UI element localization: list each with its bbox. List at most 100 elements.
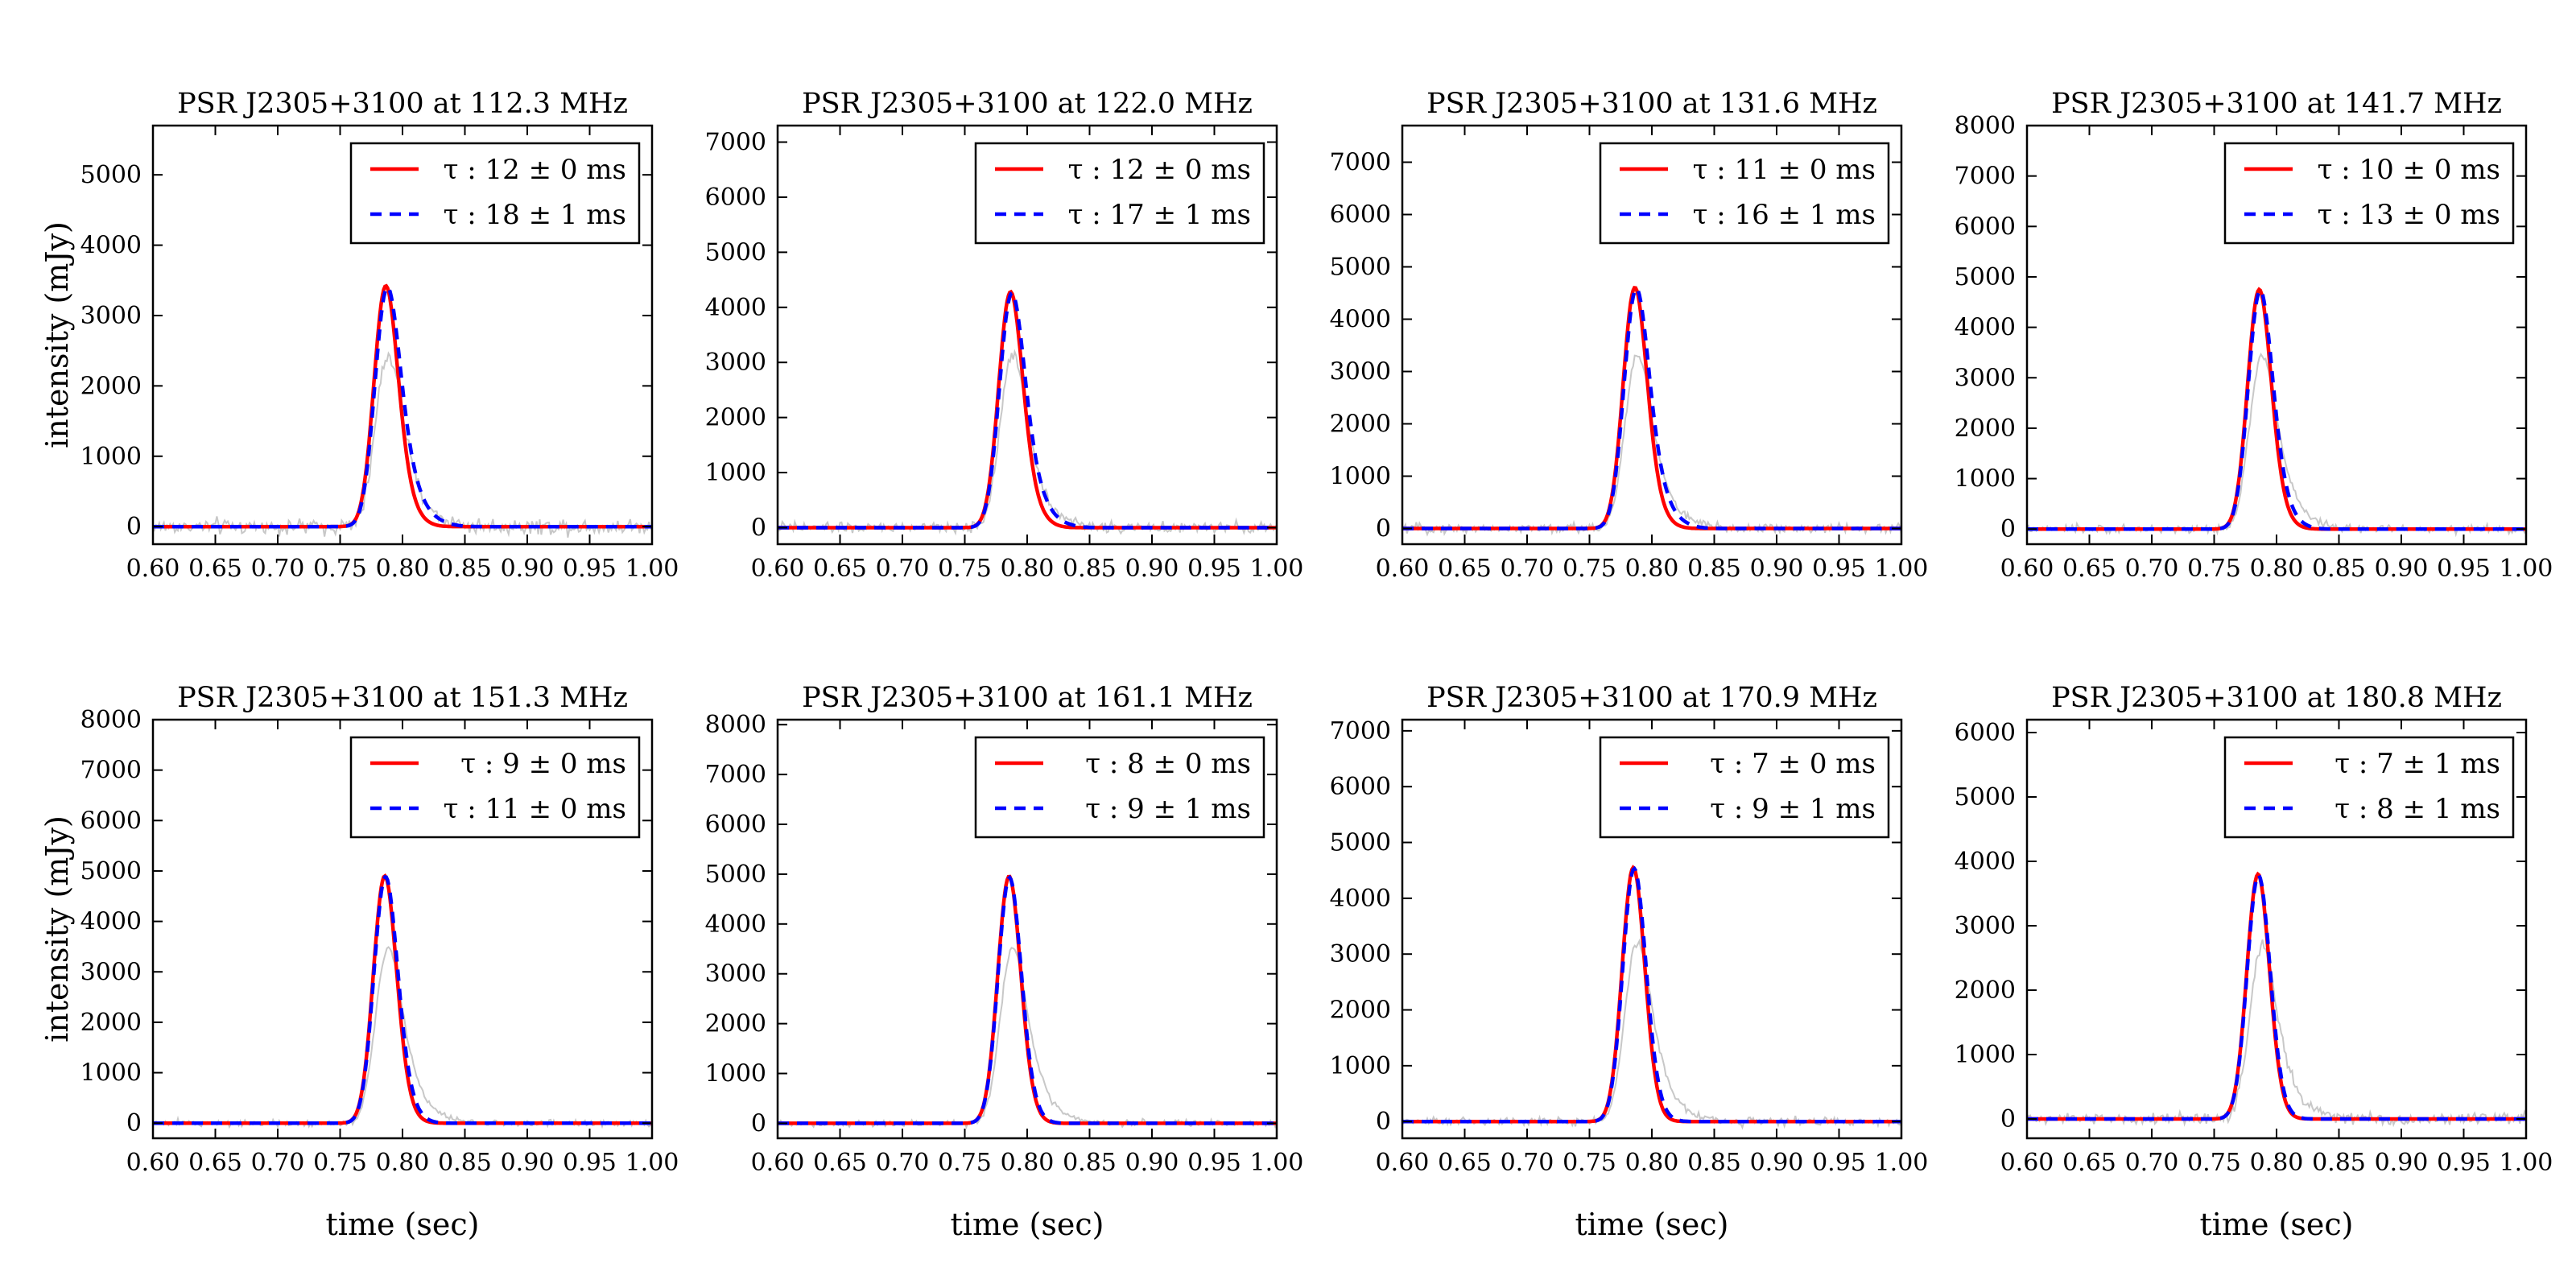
x-tick-label: 0.65 bbox=[813, 1149, 867, 1177]
fit-line-solid bbox=[2027, 871, 2526, 1121]
legend-label: τ : 7 ± 0 ms bbox=[1710, 748, 1876, 780]
y-tick-label: 3000 bbox=[80, 958, 142, 986]
y-tick-label: 1000 bbox=[705, 1060, 766, 1088]
y-tick-label: 3000 bbox=[705, 960, 766, 989]
y-tick-label: 2000 bbox=[80, 1009, 142, 1037]
y-tick-label: 6000 bbox=[1955, 719, 2016, 747]
y-tick-label: 4000 bbox=[1330, 306, 1391, 334]
x-tick-label: 0.90 bbox=[501, 555, 555, 583]
plot-area bbox=[1402, 286, 1901, 537]
x-tick-label: 0.95 bbox=[1812, 1149, 1866, 1177]
x-tick-label: 0.90 bbox=[501, 1149, 555, 1177]
y-tick-label: 2000 bbox=[705, 404, 766, 432]
x-tick-label: 1.00 bbox=[1875, 1149, 1929, 1177]
fit-line-solid bbox=[1402, 865, 1901, 1124]
y-tick-label: 4000 bbox=[1955, 848, 2016, 876]
legend-label: τ : 12 ± 0 ms bbox=[1068, 154, 1251, 186]
y-tick-label: 4000 bbox=[80, 232, 142, 260]
x-tick-label: 0.90 bbox=[2375, 555, 2429, 583]
x-tick-label: 0.65 bbox=[1438, 1149, 1492, 1177]
legend-box bbox=[1599, 736, 1890, 839]
y-tick-label: 1000 bbox=[80, 1059, 142, 1088]
y-tick-label: 0 bbox=[126, 513, 142, 541]
y-tick-label: 1000 bbox=[705, 459, 766, 487]
fit-line-dashed bbox=[778, 874, 1277, 1125]
x-tick-label: 0.75 bbox=[1563, 555, 1616, 583]
y-tick-label: 2000 bbox=[1330, 997, 1391, 1025]
y-tick-label: 5000 bbox=[705, 238, 766, 266]
x-tick-label: 0.70 bbox=[2125, 555, 2179, 583]
x-tick-label: 0.95 bbox=[2437, 555, 2491, 583]
fit-line-solid bbox=[153, 873, 652, 1125]
x-tick-label: 1.00 bbox=[2500, 555, 2553, 583]
y-tick-label: 6000 bbox=[705, 811, 766, 839]
legend-box bbox=[2223, 736, 2515, 839]
chart-panel-4: 0.60 0.65 0.70 0.75 0.80 0.85 0.90 0.95 1.00 0 100… bbox=[1955, 88, 2553, 583]
y-tick-label: 1000 bbox=[80, 443, 142, 471]
legend: τ : 7 ± 1 ms τ : 8 ± 1 ms bbox=[2223, 736, 2515, 839]
x-tick-label: 0.70 bbox=[251, 555, 305, 583]
y-tick-label: 2000 bbox=[80, 372, 142, 400]
x-tick-label: 0.70 bbox=[251, 1149, 305, 1177]
y-tick-label: 8000 bbox=[80, 706, 142, 734]
x-tick-label: 0.60 bbox=[1376, 1149, 1430, 1177]
y-tick-label: 2000 bbox=[1330, 411, 1391, 439]
y-tick-label: 5000 bbox=[705, 861, 766, 889]
x-tick-label: 0.85 bbox=[1687, 555, 1741, 583]
fit-line-dashed bbox=[1402, 865, 1901, 1124]
x-tick-label: 1.00 bbox=[1875, 555, 1929, 583]
x-tick-label: 0.80 bbox=[376, 1149, 430, 1177]
legend-box bbox=[974, 142, 1265, 245]
x-tick-label: 0.75 bbox=[938, 555, 992, 583]
x-tick-label: 0.60 bbox=[2000, 555, 2054, 583]
x-tick-label: 0.85 bbox=[438, 1149, 492, 1177]
x-tick-label: 0.65 bbox=[1438, 555, 1492, 583]
chart-title: PSR J2305+3100 at 122.0 MHz bbox=[802, 88, 1253, 120]
y-tick-label: 4000 bbox=[705, 294, 766, 322]
data-trace bbox=[778, 349, 1277, 536]
legend-box bbox=[349, 142, 641, 245]
x-tick-label: 0.85 bbox=[1687, 1149, 1741, 1177]
x-tick-label: 0.60 bbox=[126, 1149, 180, 1177]
x-tick-label: 0.80 bbox=[376, 555, 430, 583]
x-tick-label: 0.60 bbox=[1376, 555, 1430, 583]
x-tick-label: 0.75 bbox=[938, 1149, 992, 1177]
plot-area bbox=[153, 283, 652, 538]
x-tick-label: 0.85 bbox=[2312, 555, 2366, 583]
legend-label: τ : 12 ± 0 ms bbox=[444, 154, 626, 186]
y-axis-label: intensity (mJy) bbox=[39, 221, 75, 448]
plot-area bbox=[778, 289, 1277, 536]
x-tick-label: 0.90 bbox=[2375, 1149, 2429, 1177]
y-tick-label: 5000 bbox=[1330, 829, 1391, 857]
legend: τ : 10 ± 0 ms τ : 13 ± 0 ms bbox=[2223, 142, 2515, 245]
x-axis-label: time (sec) bbox=[326, 1207, 480, 1242]
x-tick-label: 0.80 bbox=[1001, 1149, 1055, 1177]
x-tick-label: 0.80 bbox=[2250, 555, 2304, 583]
y-tick-label: 3000 bbox=[1330, 940, 1391, 968]
fit-line-dashed bbox=[153, 875, 652, 1125]
x-tick-label: 0.65 bbox=[813, 555, 867, 583]
y-tick-label: 4000 bbox=[1955, 314, 2016, 342]
x-tick-label: 0.80 bbox=[1001, 555, 1055, 583]
chart-panel-3: 0.60 0.65 0.70 0.75 0.80 0.85 0.90 0.95 1.00 0 100… bbox=[1330, 88, 1929, 583]
y-tick-label: 5000 bbox=[1955, 783, 2016, 811]
data-trace bbox=[1402, 938, 1901, 1130]
y-tick-label: 3000 bbox=[1955, 364, 2016, 392]
legend: τ : 8 ± 0 ms τ : 9 ± 1 ms bbox=[974, 736, 1265, 839]
x-tick-label: 0.80 bbox=[2250, 1149, 2304, 1177]
x-tick-label: 0.75 bbox=[313, 1149, 367, 1177]
y-tick-label: 2000 bbox=[705, 1010, 766, 1038]
chart-title: PSR J2305+3100 at 141.7 MHz bbox=[2051, 88, 2502, 120]
legend-label: τ : 13 ± 0 ms bbox=[2318, 199, 2500, 231]
legend: τ : 11 ± 0 ms τ : 16 ± 1 ms bbox=[1599, 142, 1890, 245]
y-tick-label: 6000 bbox=[80, 807, 142, 835]
x-tick-label: 0.85 bbox=[1063, 555, 1117, 583]
y-tick-label: 7000 bbox=[705, 761, 766, 789]
x-tick-label: 0.60 bbox=[751, 555, 805, 583]
x-tick-label: 0.95 bbox=[563, 1149, 617, 1177]
chart-panel-1: 0.60 0.65 0.70 0.75 0.80 0.85 0.90 0.95 1.00 0 100… bbox=[80, 88, 679, 583]
y-tick-label: 5000 bbox=[1955, 263, 2016, 291]
y-tick-label: 0 bbox=[1376, 515, 1391, 543]
plot-area bbox=[778, 874, 1277, 1130]
